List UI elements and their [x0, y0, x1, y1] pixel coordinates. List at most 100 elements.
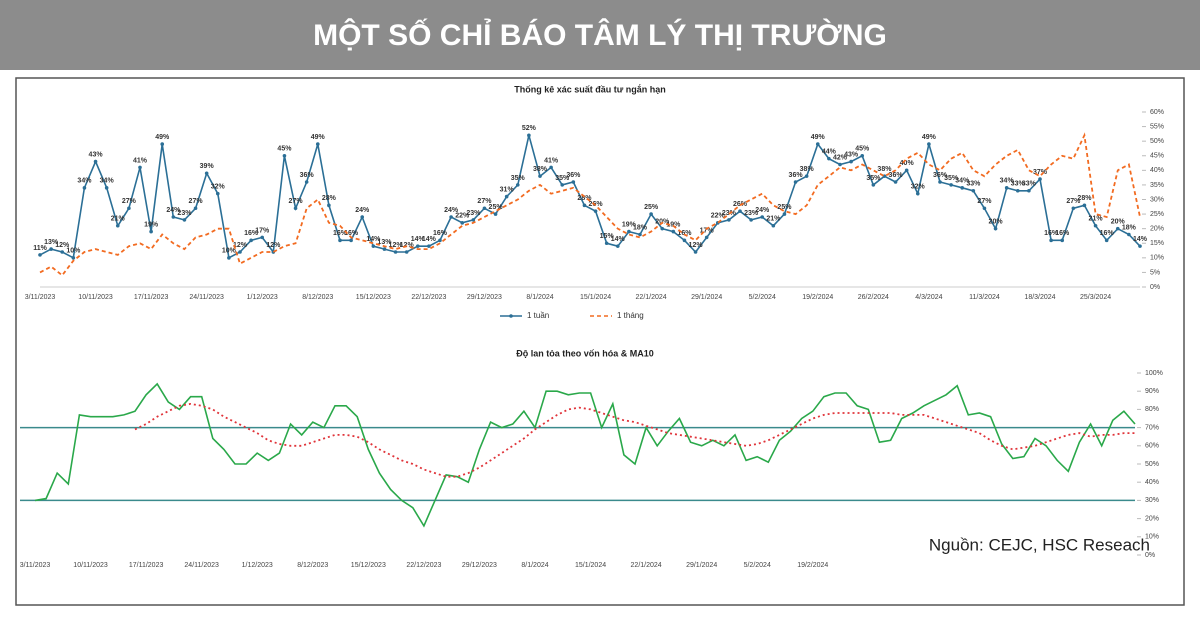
data-label: 14% [422, 236, 437, 243]
data-label: 44% [822, 149, 837, 156]
point [771, 223, 776, 228]
data-label: 28% [322, 195, 337, 202]
data-label: 12% [266, 242, 281, 249]
point [404, 250, 409, 254]
data-label: 49% [311, 134, 326, 141]
point [260, 235, 265, 240]
point [827, 156, 831, 161]
point [82, 186, 87, 190]
data-label: 40% [900, 160, 915, 167]
point [593, 209, 598, 213]
data-label: 45% [855, 146, 870, 153]
data-label: 38% [800, 166, 815, 173]
data-label: 20% [1111, 219, 1126, 226]
data-label: 49% [811, 134, 826, 141]
data-label: 32% [211, 184, 226, 191]
x-tick-label: 3/11/2023 [25, 294, 56, 301]
x-tick-label: 8/1/2024 [521, 562, 548, 569]
y-tick-label: 60% [1145, 443, 1159, 450]
point [471, 218, 476, 222]
chart-title: Thống kê xác suất đầu tư ngắn hạn [514, 83, 666, 94]
y-tick-label: 40% [1150, 167, 1164, 174]
point [1060, 238, 1065, 243]
point [660, 226, 665, 231]
data-label: 16% [1055, 230, 1070, 237]
point [538, 174, 542, 178]
point [682, 238, 687, 243]
point [860, 153, 865, 158]
data-label: 12% [55, 242, 70, 249]
data-label: 16% [244, 230, 259, 237]
data-label: 17% [255, 227, 270, 234]
data-label: 25% [644, 204, 659, 211]
x-tick-label: 8/12/2023 [297, 562, 328, 569]
point [438, 238, 442, 243]
data-label: 16% [344, 230, 359, 237]
y-tick-label: 45% [1150, 153, 1164, 160]
data-label: 36% [566, 172, 581, 179]
data-label: 23% [466, 210, 481, 217]
data-label: 19% [622, 221, 637, 228]
data-label: 33% [1022, 181, 1037, 188]
point [204, 171, 209, 176]
point [360, 215, 365, 219]
source-note: Nguồn: CEJC, HSC Reseach [929, 535, 1150, 554]
point [1071, 206, 1076, 211]
point [115, 223, 120, 228]
y-tick-label: 80% [1145, 406, 1159, 413]
point [415, 244, 420, 248]
point [671, 229, 676, 234]
data-label: 19% [144, 221, 159, 228]
x-tick-label: 15/1/2024 [575, 562, 606, 569]
point [571, 180, 576, 184]
data-label: 20% [989, 219, 1004, 226]
x-tick-label: 17/11/2023 [129, 562, 164, 569]
data-label: 22% [711, 213, 726, 220]
y-tick-label: 0% [1150, 284, 1160, 291]
data-label: 12% [389, 242, 404, 249]
x-tick-label: 22/12/2023 [406, 562, 441, 569]
y-tick-label: 50% [1150, 138, 1164, 145]
point [638, 232, 642, 237]
data-label: 22% [455, 213, 470, 220]
data-label: 16% [333, 230, 348, 237]
point [1104, 238, 1109, 243]
y-tick-label: 55% [1150, 123, 1164, 130]
data-label: 37% [1033, 169, 1048, 176]
point [138, 165, 142, 170]
point [371, 244, 376, 248]
point [727, 218, 731, 222]
x-tick-label: 5/2/2024 [749, 294, 776, 301]
y-tick-label: 10% [1150, 255, 1164, 262]
data-label: 38% [877, 166, 892, 173]
point [604, 241, 609, 246]
legend-label: 1 tuần [527, 311, 549, 320]
data-label: 23% [744, 210, 759, 217]
data-label: 25% [489, 204, 504, 211]
point [993, 226, 998, 231]
point [215, 191, 220, 196]
data-label: 18% [1122, 224, 1137, 231]
x-tick-label: 18/3/2024 [1024, 294, 1055, 301]
data-label: 18% [633, 224, 648, 231]
data-label: 16% [677, 230, 692, 237]
data-label: 10% [66, 248, 81, 255]
point [793, 180, 798, 184]
x-tick-label: 29/12/2023 [467, 294, 502, 301]
point [49, 247, 53, 251]
data-label: 35% [944, 175, 959, 182]
frame [15, 77, 1185, 606]
x-tick-label: 3/11/2023 [20, 562, 51, 569]
point [171, 215, 176, 219]
point [315, 142, 320, 146]
point [938, 180, 942, 184]
x-tick-label: 4/3/2024 [915, 294, 942, 301]
point [893, 180, 898, 184]
y-tick-label: 10% [1145, 534, 1159, 541]
x-tick-label: 29/12/2023 [462, 562, 497, 569]
point [849, 159, 853, 164]
point [804, 174, 809, 178]
x-tick-label: 25/3/2024 [1080, 294, 1111, 301]
data-label: 19% [666, 221, 681, 228]
data-label: 31% [500, 186, 515, 193]
